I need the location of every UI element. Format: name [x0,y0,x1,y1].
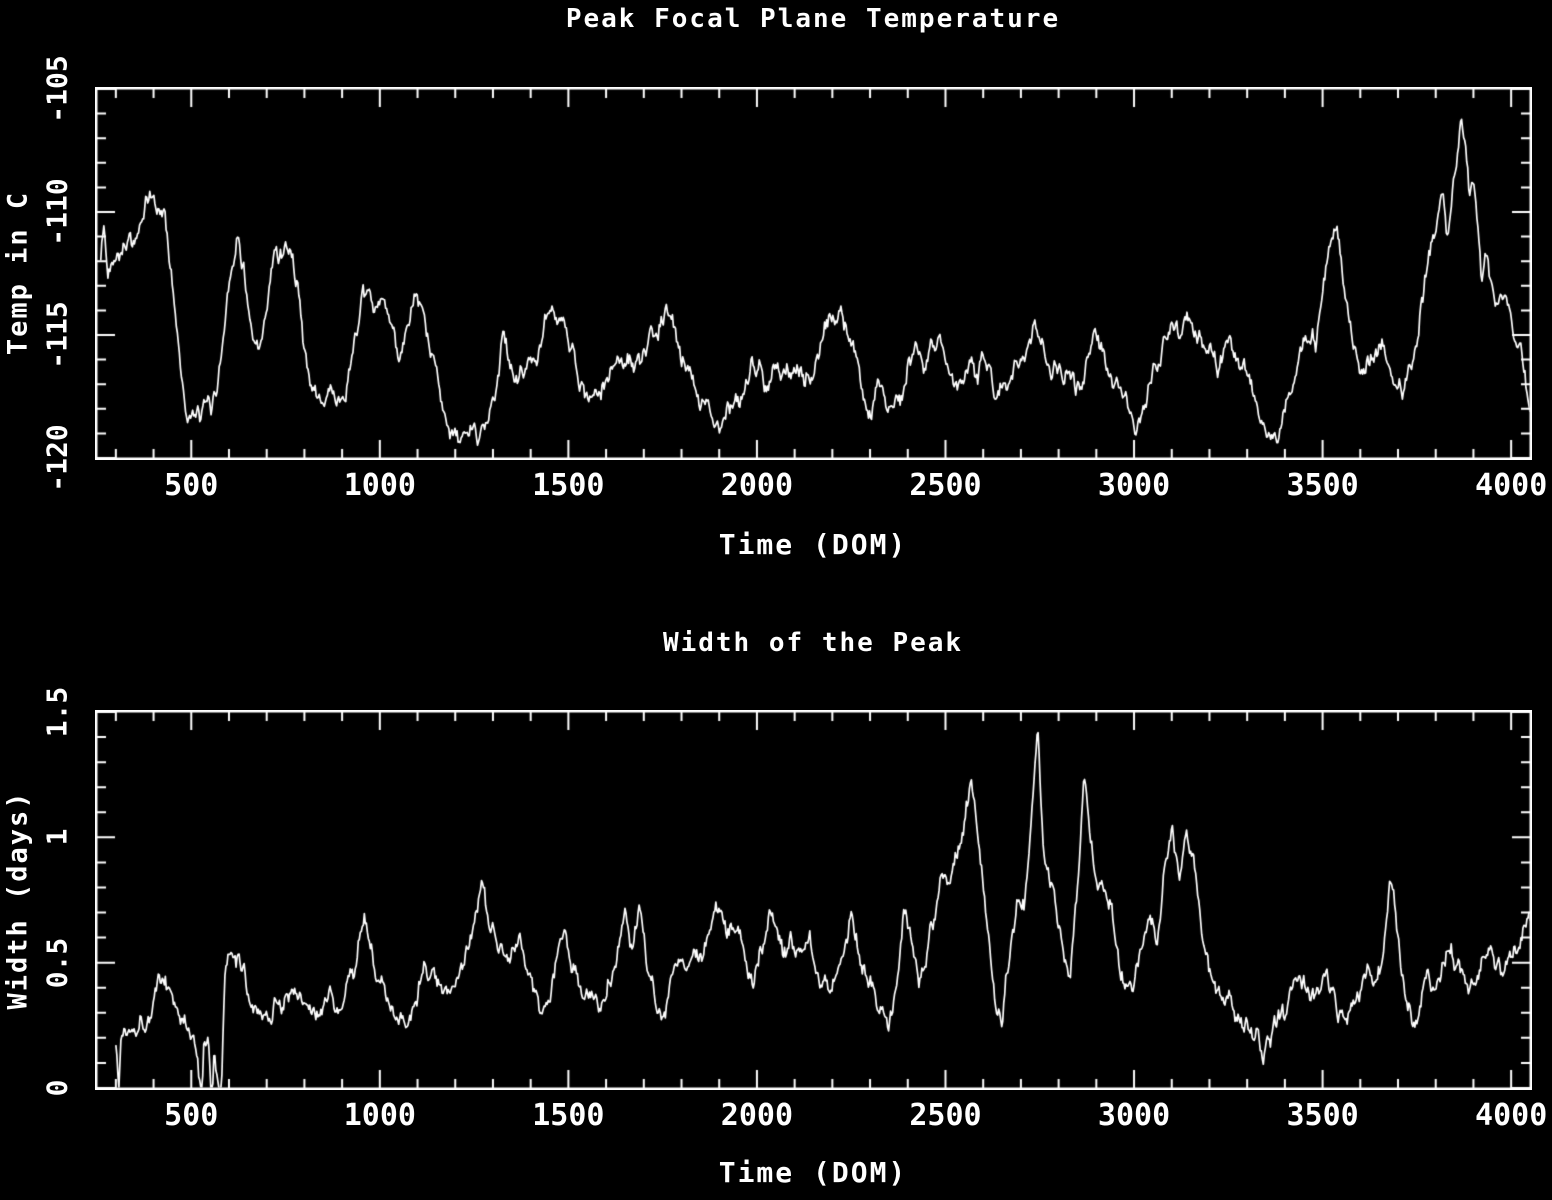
x-tick-label: 1000 [343,468,416,503]
y-tick-label: 1.5 [40,686,74,738]
x-tick-label: 2000 [720,1098,794,1133]
y-tick-label: 0 [40,1079,74,1097]
x-axis-label-width: Time (DOM) [718,1156,908,1189]
x-tick-label: 4000 [1475,1098,1548,1133]
chart-title-temperature: Peak Focal Plane Temperature [565,4,1061,34]
chart-title-width: Width of the Peak [662,628,964,658]
x-tick-label: 500 [164,468,219,503]
x-tick-label: 1500 [532,1098,605,1133]
x-axis-label-temperature: Time (DOM) [718,528,908,561]
y-tick-label: 0.5 [40,937,74,988]
x-tick-label: 1500 [532,468,605,503]
x-tick-label: 2000 [720,468,794,503]
x-tick-label: 3500 [1286,1098,1359,1133]
y-axis-label-temperature: Temp in C [2,190,34,356]
y-tick-label: 1 [40,828,74,846]
x-tick-label: 2500 [909,1098,982,1133]
x-tick-label: 3500 [1286,468,1359,503]
x-tick-label: 500 [164,1098,219,1133]
y-tick-label: -110 [40,178,74,246]
x-tick-label: 3000 [1097,1098,1171,1133]
x-tick-label: 4000 [1475,468,1548,503]
x-tick-label: 2500 [909,468,982,503]
y-tick-label: -105 [40,55,74,123]
y-axis-label-width: Width (days) [2,790,34,1010]
x-tick-label: 1000 [343,1098,416,1133]
x-tick-label: 3000 [1097,468,1171,503]
temperature-plot-canvas [95,87,1532,460]
y-tick-label: -120 [40,424,74,492]
width-plot-canvas [95,710,1532,1090]
y-tick-label: -115 [40,301,74,369]
